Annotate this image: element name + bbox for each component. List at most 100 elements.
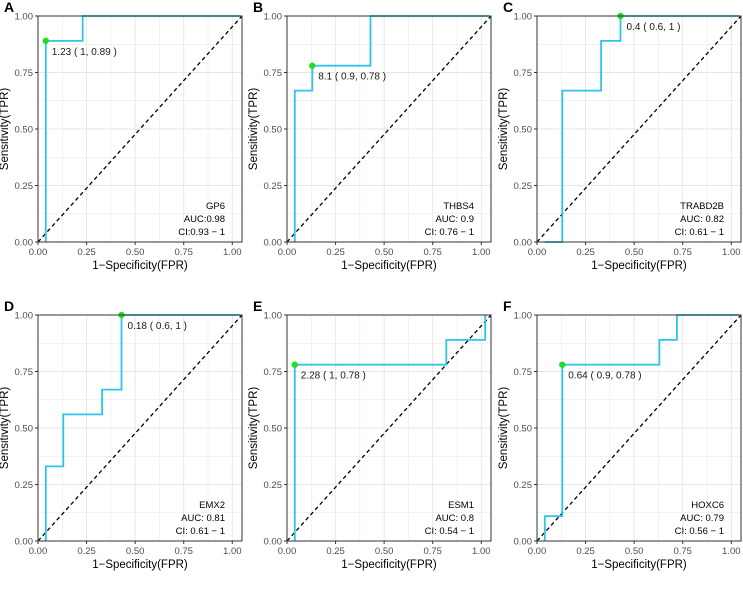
x-axis-title: 1−Specificity(FPR) — [591, 559, 687, 571]
auc-label: AUC: 0.81 — [181, 513, 225, 524]
threshold-label: 1.23 ( 1, 0.89 ) — [52, 47, 117, 58]
ci-label: CI: 0.54 − 1 — [425, 526, 474, 537]
y-tick-label: 0.00 — [514, 237, 533, 248]
x-tick-label: 0.00 — [278, 546, 297, 557]
y-tick-label: 0.50 — [15, 423, 34, 434]
y-tick-label: 0.25 — [514, 181, 533, 192]
x-tick-label: 0.00 — [29, 247, 48, 258]
x-tick-label: 1.00 — [722, 546, 741, 557]
reference-diagonal-line — [37, 314, 243, 542]
x-tick-label: 1.00 — [223, 247, 242, 258]
threshold-label: 0.64 ( 0.9, 0.78 ) — [568, 371, 641, 382]
ci-label: CI: 0.56 − 1 — [675, 526, 724, 537]
y-tick-label: 0.25 — [514, 480, 533, 491]
panel-a: 1.23 ( 1, 0.89 ) 0.000.00 0.25 0.25 0.50 0.50… — [0, 0, 243, 272]
y-axis-title: Sensitivity(TPR) — [0, 387, 11, 470]
panel-c: 0.4 ( 0.6, 1 ) 0.000.00 0.25 0.25 0.50 0.50 0.… — [498, 0, 742, 272]
panel-letter: A — [4, 0, 14, 15]
x-tick-label: 0.25 — [326, 247, 345, 258]
x-tick-label: 0.75 — [423, 546, 442, 557]
gene-name-label: HOXC6 — [691, 500, 724, 511]
x-tick-label: 0.50 — [625, 546, 644, 557]
x-tick-label: 0.50 — [625, 247, 644, 258]
x-tick-label: 0.50 — [126, 247, 145, 258]
panel-letter: D — [4, 298, 14, 314]
roc-curve — [44, 314, 241, 541]
panel-letter: C — [503, 0, 513, 15]
x-tick-label: 0.50 — [126, 546, 145, 557]
panel-letter: F — [503, 298, 512, 314]
x-tick-label: 0.75 — [174, 546, 193, 557]
x-tick-label: 0.75 — [673, 247, 692, 258]
gene-name-label: ESM1 — [448, 500, 474, 511]
y-tick-label: 0.00 — [264, 536, 283, 547]
panel-b: 8.1 ( 0.9, 0.78 ) 0.000.00 0.25 0.25 0.50 0.5… — [248, 0, 492, 272]
panel-e: 2.28 ( 1, 0.78 ) 0.000.00 0.25 0.25 0.50 0.50… — [248, 298, 492, 571]
x-tick-label: 0.75 — [423, 247, 442, 258]
y-tick-label: 0.00 — [15, 237, 34, 248]
auc-label: AUC: 0.82 — [680, 214, 724, 225]
roc-curve — [544, 15, 740, 243]
x-axis-title: 1−Specificity(FPR) — [341, 260, 437, 272]
y-tick-label: 1.00 — [15, 310, 34, 321]
x-axis-title: 1−Specificity(FPR) — [92, 260, 188, 272]
y-tick-label: 0.25 — [15, 181, 34, 192]
x-tick-label: 0.25 — [576, 247, 595, 258]
y-tick-label: 1.00 — [264, 310, 283, 321]
y-tick-label: 0.50 — [514, 124, 533, 135]
y-tick-label: 1.00 — [264, 11, 283, 22]
x-tick-label: 0.50 — [375, 247, 394, 258]
y-tick-label: 0.75 — [264, 367, 283, 378]
x-axis-title: 1−Specificity(FPR) — [92, 559, 188, 571]
x-tick-label: 0.50 — [375, 546, 394, 557]
threshold-label: 0.4 ( 0.6, 1 ) — [627, 22, 681, 33]
y-tick-label: 0.00 — [264, 237, 283, 248]
y-tick-label: 0.50 — [264, 124, 283, 135]
y-tick-label: 0.00 — [514, 536, 533, 547]
y-tick-label: 0.50 — [264, 423, 283, 434]
gene-name-label: EMX2 — [199, 500, 225, 511]
y-tick-label: 1.00 — [514, 11, 533, 22]
y-tick-label: 1.00 — [514, 310, 533, 321]
auc-label: AUC: 0.79 — [680, 513, 724, 524]
ci-label: CI:0.93 − 1 — [178, 227, 225, 238]
y-axis-title: Sensitivity(TPR) — [498, 387, 510, 470]
x-axis-title: 1−Specificity(FPR) — [341, 559, 437, 571]
y-axis-title: Sensitivity(TPR) — [248, 88, 260, 171]
x-tick-label: 0.75 — [673, 546, 692, 557]
reference-diagonal-line — [536, 15, 742, 243]
gene-name-label: TRABD2B — [680, 201, 724, 212]
panel-letter: E — [253, 298, 262, 314]
x-tick-label: 0.00 — [528, 247, 547, 258]
reference-diagonal-line — [286, 314, 492, 542]
roc-curve — [543, 314, 740, 541]
threshold-point — [559, 361, 566, 368]
threshold-label: 2.28 ( 1, 0.78 ) — [301, 371, 366, 382]
y-tick-label: 0.75 — [15, 68, 34, 79]
y-axis-title: Sensitivity(TPR) — [248, 387, 260, 470]
x-tick-label: 0.25 — [77, 546, 96, 557]
auc-label: AUC: 0.8 — [435, 513, 474, 524]
panel-d: 0.18 ( 0.6, 1 ) 0.000.00 0.25 0.25 0.50 0.50 0… — [0, 298, 243, 571]
x-tick-label: 0.75 — [174, 247, 193, 258]
x-tick-label: 0.25 — [326, 546, 345, 557]
threshold-point — [42, 37, 49, 45]
y-tick-label: 0.25 — [15, 480, 34, 491]
y-tick-label: 0.00 — [15, 536, 34, 547]
reference-diagonal-line — [286, 15, 492, 243]
y-tick-label: 1.00 — [15, 11, 34, 22]
auc-label: AUC:0.98 — [184, 214, 225, 225]
y-axis-title: Sensitivity(TPR) — [0, 88, 11, 171]
panel-f: 0.64 ( 0.9, 0.78 ) 0.000.00 0.25 0.25 0.50 0.… — [498, 298, 742, 571]
x-axis-title: 1−Specificity(FPR) — [591, 260, 687, 272]
ci-label: CI: 0.76 − 1 — [425, 227, 474, 238]
x-tick-label: 1.00 — [223, 546, 242, 557]
threshold-point — [291, 361, 298, 368]
y-tick-label: 0.50 — [514, 423, 533, 434]
y-tick-label: 0.25 — [264, 480, 283, 491]
x-tick-label: 0.25 — [77, 247, 96, 258]
x-tick-label: 0.00 — [528, 546, 547, 557]
y-tick-label: 0.50 — [15, 124, 34, 135]
y-tick-label: 0.75 — [15, 367, 34, 378]
auc-label: AUC: 0.9 — [435, 214, 474, 225]
